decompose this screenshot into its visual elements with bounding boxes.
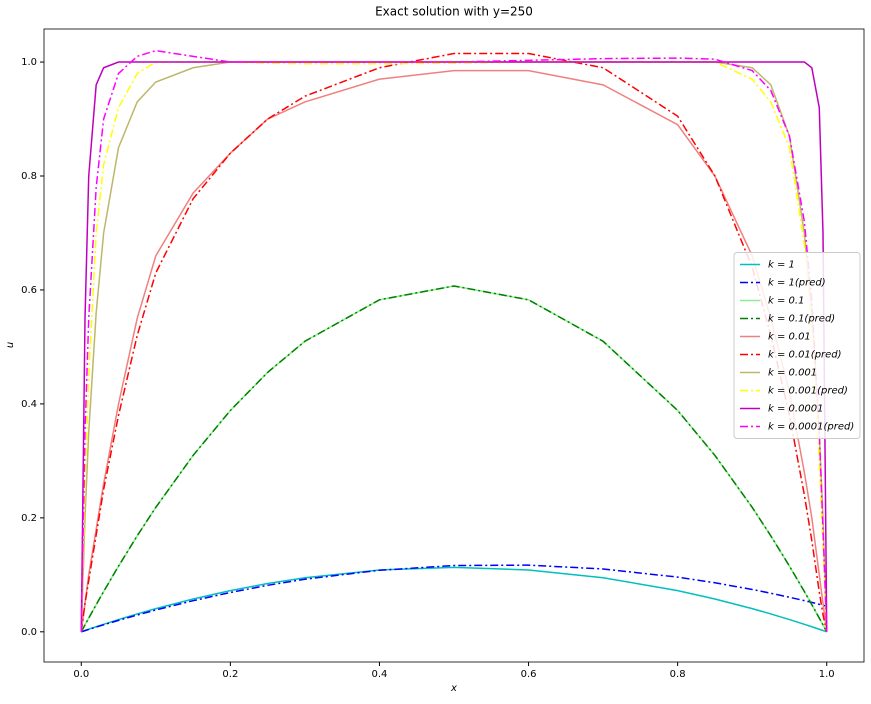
y-tick-label: 0.6 <box>21 285 37 296</box>
y-tick-label: 0.8 <box>21 171 37 182</box>
plot-frame <box>43 28 865 663</box>
series-line <box>80 52 828 632</box>
series-line <box>81 566 827 633</box>
legend-label: k = 0.0001 <box>768 404 824 415</box>
legend-label: k = 0.1 <box>768 296 804 307</box>
legend-label: k = 0.001 <box>768 368 817 379</box>
legend-label: k = 0.01(pred) <box>768 350 842 361</box>
chart-title: Exact solution with y=250 <box>375 5 533 19</box>
x-tick-label: 0.4 <box>372 669 388 680</box>
x-tick-label: 0.6 <box>521 669 537 680</box>
x-axis-label: x <box>450 683 457 694</box>
x-tick-label: 0.0 <box>73 669 89 680</box>
series-line <box>80 285 828 633</box>
y-axis-label: u <box>5 342 16 348</box>
legend-label: k = 0.1(pred) <box>768 314 835 325</box>
series-line <box>80 285 828 633</box>
x-tick-label: 0.2 <box>222 669 238 680</box>
series-line <box>80 61 828 632</box>
series-line <box>81 564 827 633</box>
series-line <box>80 61 828 632</box>
legend-label: k = 0.01 <box>768 332 811 343</box>
x-tick-label: 0.8 <box>670 669 686 680</box>
legend: k = 1 k = 1(pred) k = 0.1 k = 0.1(pred) k = … <box>733 252 861 439</box>
series-line <box>80 61 828 632</box>
y-tick-label: 0.4 <box>21 399 37 410</box>
legend-box <box>733 252 861 439</box>
series-line <box>80 69 828 632</box>
series-line <box>80 49 828 632</box>
y-tick-label: 1.0 <box>21 57 37 68</box>
y-tick-label: 0.2 <box>21 513 37 524</box>
legend-label: k = 1(pred) <box>768 278 826 289</box>
x-tick-label: 1.0 <box>819 669 835 680</box>
legend-label: k = 0.0001(pred) <box>768 422 854 433</box>
legend-label: k = 1 <box>768 260 795 271</box>
legend-label: k = 0.001(pred) <box>768 386 848 397</box>
y-tick-label: 0.0 <box>21 627 37 638</box>
